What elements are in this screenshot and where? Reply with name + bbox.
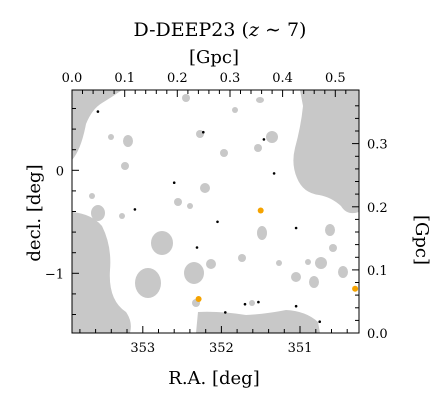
mask-star-halo xyxy=(220,149,228,157)
chart-title: D-DEEP23 (z ∼ 7) xyxy=(134,19,307,41)
masked-corner-top-left xyxy=(72,90,122,160)
top-tick-label: 0.2 xyxy=(167,71,188,86)
mask-star-halo xyxy=(187,203,193,209)
masked-edge-bottom xyxy=(196,310,320,333)
mask-star-halo xyxy=(182,94,190,102)
source-point xyxy=(202,130,205,134)
mask-star-halo xyxy=(196,130,204,138)
highlighted-source-point xyxy=(257,207,264,214)
mask-star-halo xyxy=(338,266,348,278)
mask-star-halo xyxy=(227,323,237,333)
source-point xyxy=(272,172,276,175)
mask-star-halo xyxy=(315,257,327,269)
source-point xyxy=(224,311,227,314)
right-axis-label: [Gpc] xyxy=(411,215,432,265)
masked-corner-bottom-left xyxy=(72,212,131,333)
mask-star-halo xyxy=(89,193,95,199)
right-tick-label: 0.0 xyxy=(367,327,388,342)
x-axis-label: R.A. [deg] xyxy=(168,368,259,389)
source-point xyxy=(257,300,260,304)
mask-star-halo xyxy=(119,213,125,219)
source-point xyxy=(216,220,219,224)
mask-star-halo xyxy=(305,259,311,265)
y-axis-label: decl. [deg] xyxy=(24,164,45,261)
mask-star-halo xyxy=(200,183,210,193)
source-point xyxy=(195,246,199,249)
right-tick-label: 0.1 xyxy=(367,264,388,279)
mask-star-halo xyxy=(123,135,133,147)
mask-star-halo xyxy=(135,268,161,298)
mask-star-halo xyxy=(91,205,105,221)
highlighted-source-point xyxy=(352,285,359,292)
plot-area xyxy=(71,89,360,334)
x-tick-label: 353 xyxy=(130,341,155,356)
source-point xyxy=(294,226,298,230)
y-tick-label: −1 xyxy=(45,267,64,282)
mask-star-halo xyxy=(238,254,246,262)
top-tick-label: 0.4 xyxy=(272,71,293,86)
mask-star-halo xyxy=(151,231,173,255)
highlighted-source-point xyxy=(195,296,202,302)
y-tick-label: 0 xyxy=(56,164,64,179)
source-point xyxy=(243,302,247,306)
points-layer xyxy=(96,110,359,324)
mask-star-halo xyxy=(291,272,301,282)
mask-star-halo xyxy=(210,319,218,327)
top-axis-label: [Gpc] xyxy=(189,47,239,68)
x-tick-label: 351 xyxy=(288,341,313,356)
top-tick-label: 0.0 xyxy=(62,71,83,86)
mask-star-halo xyxy=(256,97,264,103)
mask-star-halo xyxy=(174,198,182,206)
source-point xyxy=(318,320,322,324)
source-point xyxy=(294,304,298,308)
source-point xyxy=(96,110,100,113)
right-tick-label: 0.2 xyxy=(367,201,388,216)
mask-star-halo xyxy=(232,107,238,113)
x-tick-label: 352 xyxy=(209,341,234,356)
mask-star-halo xyxy=(309,276,319,288)
masked-regions xyxy=(72,90,359,333)
top-tick-label: 0.1 xyxy=(114,71,135,86)
mask-star-halo xyxy=(329,244,337,252)
masked-edge-bottom-small xyxy=(236,326,277,333)
mask-star-halo xyxy=(325,224,335,236)
mask-star-halo xyxy=(206,259,216,269)
mask-star-halo xyxy=(276,260,282,266)
mask-star-halo xyxy=(108,134,114,140)
mask-star-halo xyxy=(257,226,267,240)
source-point xyxy=(133,208,137,211)
right-tick-label: 0.3 xyxy=(367,138,388,153)
masked-corner-top-right xyxy=(293,90,359,214)
mask-star-halo xyxy=(254,144,262,152)
axes-layer: 353 352 351 0 −1 0.0 0.1 0.2 0.3 0.4 0.5 0.0 0.1 0.2 0… xyxy=(45,71,388,356)
top-tick-label: 0.3 xyxy=(220,71,241,86)
mask-star-halo xyxy=(184,262,204,284)
mask-star-halo xyxy=(121,162,129,170)
mask-star-halo xyxy=(266,131,278,143)
mask-star-halo xyxy=(249,300,255,306)
top-tick-label: 0.5 xyxy=(325,71,346,86)
source-point xyxy=(172,181,176,184)
source-point xyxy=(262,138,266,141)
